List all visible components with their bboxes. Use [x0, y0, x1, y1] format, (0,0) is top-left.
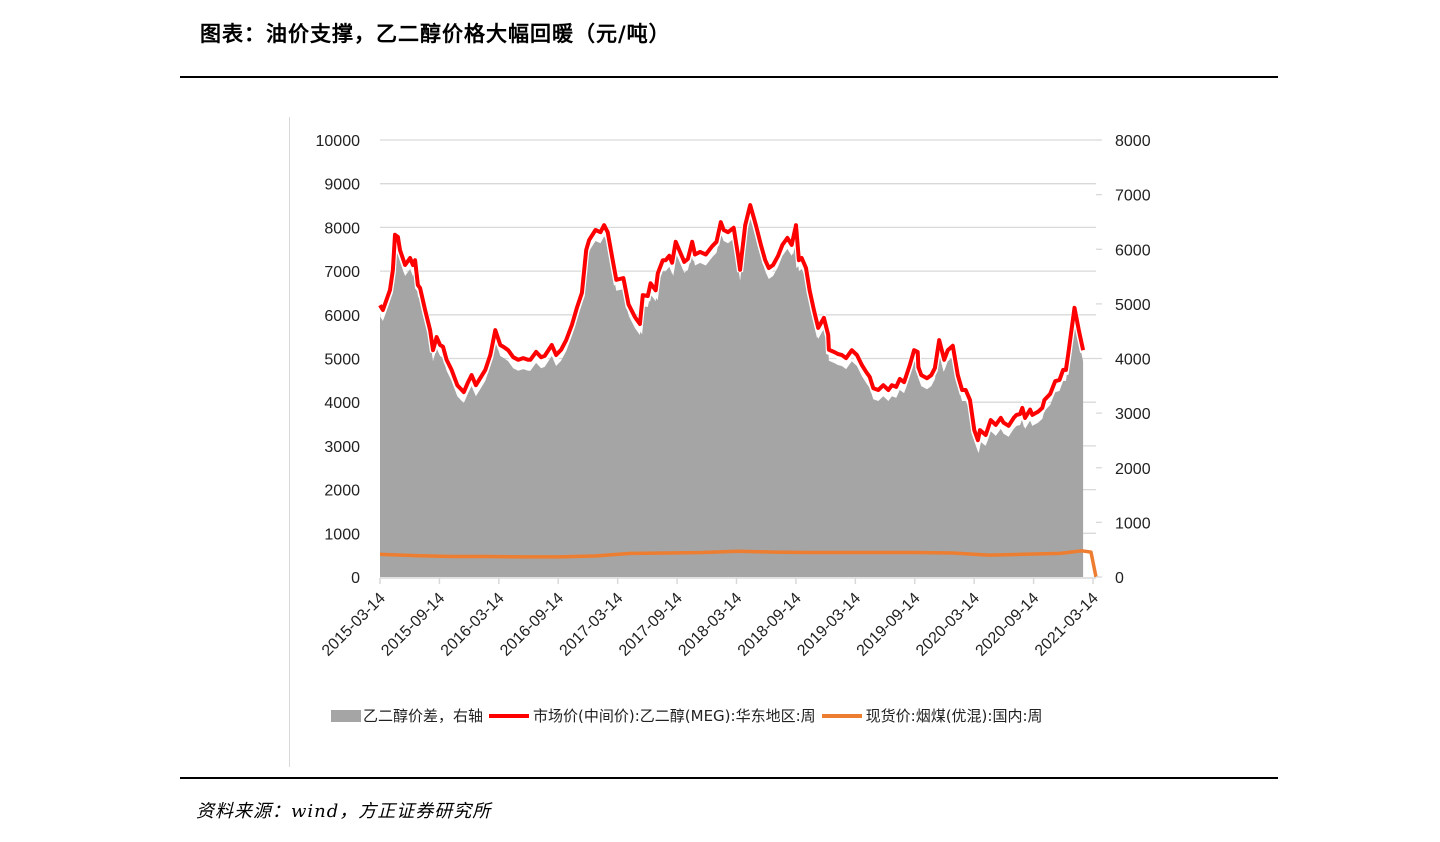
chart-frame-left-border	[289, 117, 290, 767]
legend-item-coal-price[interactable]: 现货价:烟煤(优混):国内:周	[821, 705, 1043, 726]
y-left-tick-label: 9000	[324, 177, 360, 194]
y-right-tick-label: 3000	[1115, 406, 1151, 423]
y-left-tick-label: 3000	[324, 439, 360, 456]
y-left-tick-label: 4000	[324, 395, 360, 412]
line-swatch-icon	[489, 713, 530, 718]
x-tick-label: 2018-03-14	[675, 590, 745, 660]
y-left-tick-label: 1000	[324, 526, 360, 543]
y-right-tick-label: 6000	[1115, 242, 1151, 259]
x-tick-label: 2021-03-14	[1032, 590, 1102, 660]
x-tick-label: 2015-09-14	[378, 590, 448, 660]
y-axis-right-ticks	[1096, 139, 1102, 578]
source-note: 资料来源：wind，方正证券研究所	[196, 801, 492, 822]
y-left-tick-label: 0	[351, 570, 360, 587]
x-axis-ticks: 2015-03-142015-09-142016-03-142016-09-14…	[319, 578, 1102, 660]
bottom-divider	[180, 777, 1278, 779]
x-tick-label: 2015-03-14	[319, 590, 389, 660]
meg-price-line	[378, 203, 1086, 443]
y-right-tick-label: 2000	[1115, 461, 1151, 478]
y-right-tick-label: 8000	[1115, 133, 1151, 150]
area-swatch-icon	[331, 709, 361, 722]
y-right-tick-label: 7000	[1115, 188, 1151, 205]
chart-legend: 乙二醇价差，右轴 市场价(中间价):乙二醇(MEG):华东地区:周 现货价:烟煤…	[331, 705, 1049, 726]
y-left-tick-label: 5000	[324, 352, 360, 369]
legend-label: 市场价(中间价):乙二醇(MEG):华东地区:周	[533, 707, 816, 725]
legend-label: 乙二醇价差，右轴	[363, 707, 484, 725]
line-swatch-icon	[821, 713, 862, 718]
x-tick-label: 2019-03-14	[794, 590, 864, 660]
meg-spread-area	[380, 216, 1084, 577]
x-tick-label: 2018-09-14	[735, 590, 805, 660]
legend-item-meg-price[interactable]: 市场价(中间价):乙二醇(MEG):华东地区:周	[489, 705, 816, 726]
y-left-tick-label: 6000	[324, 308, 360, 325]
x-tick-label: 2019-09-14	[854, 590, 924, 660]
y-axis-right-labels: 0 1000 2000 3000 4000 5000 6000 7000 8000	[1115, 133, 1151, 587]
y-right-tick-label: 4000	[1115, 352, 1151, 369]
legend-item-meg-spread[interactable]: 乙二醇价差，右轴	[331, 705, 483, 726]
y-left-tick-label: 2000	[324, 483, 360, 500]
y-right-tick-label: 1000	[1115, 515, 1151, 532]
x-tick-label: 2020-03-14	[913, 590, 983, 660]
x-tick-label: 2017-09-14	[616, 590, 686, 660]
chart-title: 图表：油价支撑，乙二醇价格大幅回暖（元/吨）	[200, 21, 671, 46]
y-left-tick-label: 7000	[324, 264, 360, 281]
legend-label: 现货价:烟煤(优混):国内:周	[865, 707, 1043, 725]
y-left-tick-label: 10000	[316, 133, 361, 150]
coal-price-line	[379, 549, 1098, 578]
x-tick-label: 2020-09-14	[973, 590, 1043, 660]
x-tick-label: 2017-03-14	[557, 590, 627, 660]
y-right-tick-label: 5000	[1115, 297, 1151, 314]
y-right-tick-label: 0	[1115, 570, 1124, 587]
top-divider	[180, 76, 1278, 78]
x-tick-label: 2016-09-14	[497, 590, 567, 660]
x-tick-label: 2016-03-14	[438, 590, 508, 660]
y-axis-left-labels: 0 1000 2000 3000 4000 5000 6000 7000 8000 9000 100…	[316, 133, 361, 587]
y-left-tick-label: 8000	[324, 220, 360, 237]
